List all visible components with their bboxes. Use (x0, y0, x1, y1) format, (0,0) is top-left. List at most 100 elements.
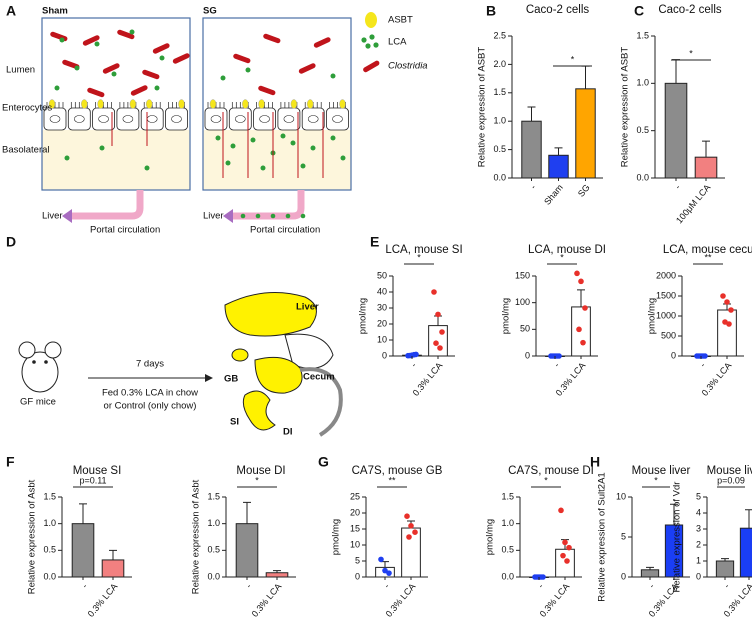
bar (555, 548, 575, 578)
x-tick-label: - (698, 360, 708, 369)
nucleus (307, 115, 319, 123)
enterocyte (301, 107, 325, 131)
y-tick-label: 1000 (656, 310, 676, 320)
data-point (564, 558, 570, 564)
error-bar (577, 289, 585, 307)
y-tick-label: 25 (350, 491, 360, 501)
mouse-eye (44, 360, 48, 364)
region-label: Enterocytes (2, 103, 52, 114)
data-point (720, 293, 726, 299)
y-tick-label: 10 (377, 334, 387, 344)
organ-label: SI (230, 417, 239, 428)
clostridia (313, 37, 331, 48)
mice-label: GF mice (20, 397, 56, 408)
significance-label: * (654, 475, 658, 485)
data-point (562, 539, 568, 546)
y-tick-label: 5 (355, 555, 360, 565)
legend-label: ASBT (388, 15, 413, 26)
error-bar (554, 147, 563, 156)
clostridia (82, 35, 100, 46)
bar (739, 527, 752, 578)
y-tick-label: 100 (515, 297, 530, 307)
x-tick-label: - (409, 360, 419, 369)
mouse-ear (44, 341, 62, 359)
treatment-label: or Control (only chow) (104, 401, 197, 412)
lca-dot (54, 85, 60, 91)
lca-dot (225, 160, 231, 166)
bar (575, 88, 596, 179)
y-tick-label: 40 (377, 286, 387, 296)
bar (521, 120, 542, 179)
y-tick-label: 0.5 (207, 545, 220, 555)
lca-dot (330, 135, 336, 141)
portal-label: Portal circulation (250, 225, 320, 236)
y-tick-label: 0.0 (493, 172, 506, 182)
lca-dot (220, 75, 226, 81)
error-bar (273, 570, 281, 573)
y-tick-label: 1.0 (493, 116, 506, 126)
portal-vessel (233, 190, 305, 220)
y-tick-label: 0.5 (501, 545, 514, 555)
nucleus (235, 115, 246, 123)
lca-dot (64, 155, 70, 161)
enterocyte (67, 107, 91, 131)
error-bar (745, 509, 752, 529)
data-point (582, 305, 588, 311)
y-axis-label: Relative expression of ASBT (477, 47, 488, 168)
y-tick-label: 0.5 (493, 144, 506, 154)
x-tick-label: - (722, 581, 732, 590)
y-tick-label: 1.5 (493, 87, 506, 97)
liver-label: Liver (42, 211, 63, 222)
clostridia (258, 85, 276, 96)
data-point (560, 552, 566, 559)
enterocyte (326, 107, 349, 131)
nucleus (49, 115, 61, 123)
bar (548, 154, 569, 179)
panel-letter: F (6, 454, 15, 470)
data-point (724, 299, 730, 305)
nucleus (74, 115, 85, 123)
y-axis-label: Relative expression of ASBT (620, 47, 631, 168)
error-bar (702, 140, 710, 158)
nucleus (98, 115, 109, 123)
bar (715, 560, 735, 578)
y-tick-label: 0.0 (207, 571, 220, 581)
y-tick-label: 2.0 (493, 59, 506, 69)
organ-label: DI (283, 427, 293, 438)
clostridia (130, 85, 148, 96)
y-axis-label: pmol/mg (501, 298, 512, 334)
data-point (538, 574, 544, 580)
y-axis-label: pmol/mg (485, 519, 496, 555)
box-title: Sham (42, 6, 68, 17)
clostridia (87, 87, 105, 98)
organ-label: Cecum (303, 372, 335, 383)
y-tick-label: 4 (696, 507, 701, 517)
time-arrowhead (205, 374, 213, 382)
small-intestine (242, 390, 276, 431)
liver-shape (224, 292, 317, 337)
significance-label: * (544, 475, 548, 485)
legend-lca (365, 43, 371, 49)
data-point (728, 307, 734, 313)
y-tick-label: 2000 (656, 270, 676, 280)
mouse-eye (32, 360, 36, 364)
clostridia (233, 53, 251, 64)
y-tick-label: 10 (616, 491, 626, 501)
y-tick-label: 2.5 (493, 30, 506, 40)
y-tick-label: 3 (696, 523, 701, 533)
y-tick-label: 15 (350, 523, 360, 533)
clostridia (152, 43, 170, 54)
region-label: Lumen (6, 65, 35, 76)
y-tick-label: 1.0 (43, 518, 56, 528)
mouse-body (21, 351, 59, 393)
y-tick-label: 1500 (656, 290, 676, 300)
lca-dot (255, 213, 261, 219)
x-tick-label: - (244, 581, 254, 590)
significance-label: ** (388, 475, 396, 485)
portal-arrowhead (223, 209, 233, 223)
treatment-label: Fed 0.3% LCA in chow (102, 388, 198, 399)
legend-clostridia (363, 60, 380, 73)
asbt (258, 99, 265, 109)
error-bar (672, 59, 680, 84)
